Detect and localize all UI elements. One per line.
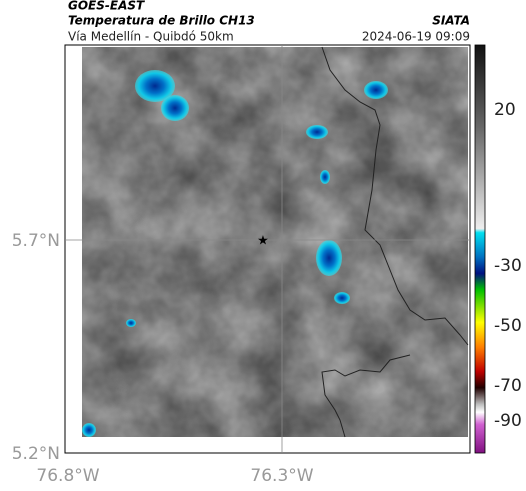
map-area: ★ xyxy=(64,44,471,454)
colorbar-tick: -30 xyxy=(494,256,522,276)
boundary xyxy=(321,46,469,438)
lon-label: 76.8°W xyxy=(36,466,99,486)
source: GOES-EAST xyxy=(68,0,145,13)
subtitle: Vía Medellín - Quibdó 50km xyxy=(68,30,234,44)
datetime: 2024-06-19 09:09 xyxy=(362,30,470,44)
colorbar-tick: -50 xyxy=(494,316,522,336)
org: SIATA xyxy=(432,14,470,28)
colorbar: 20 -30 -50 -70 -90 xyxy=(474,44,522,454)
lon-label: 76.3°W xyxy=(250,466,313,486)
colorbar-tick: 20 xyxy=(494,100,516,120)
lat-label: 5.7°N xyxy=(12,231,60,251)
colorbar-tick: -70 xyxy=(494,376,522,396)
title: Temperatura de Brillo CH13 xyxy=(68,14,255,28)
location-star: ★ xyxy=(257,234,269,249)
lat-label: 5.2°N xyxy=(12,444,60,464)
colorbar-tick: -90 xyxy=(494,411,522,431)
cold-clouds xyxy=(82,70,388,437)
